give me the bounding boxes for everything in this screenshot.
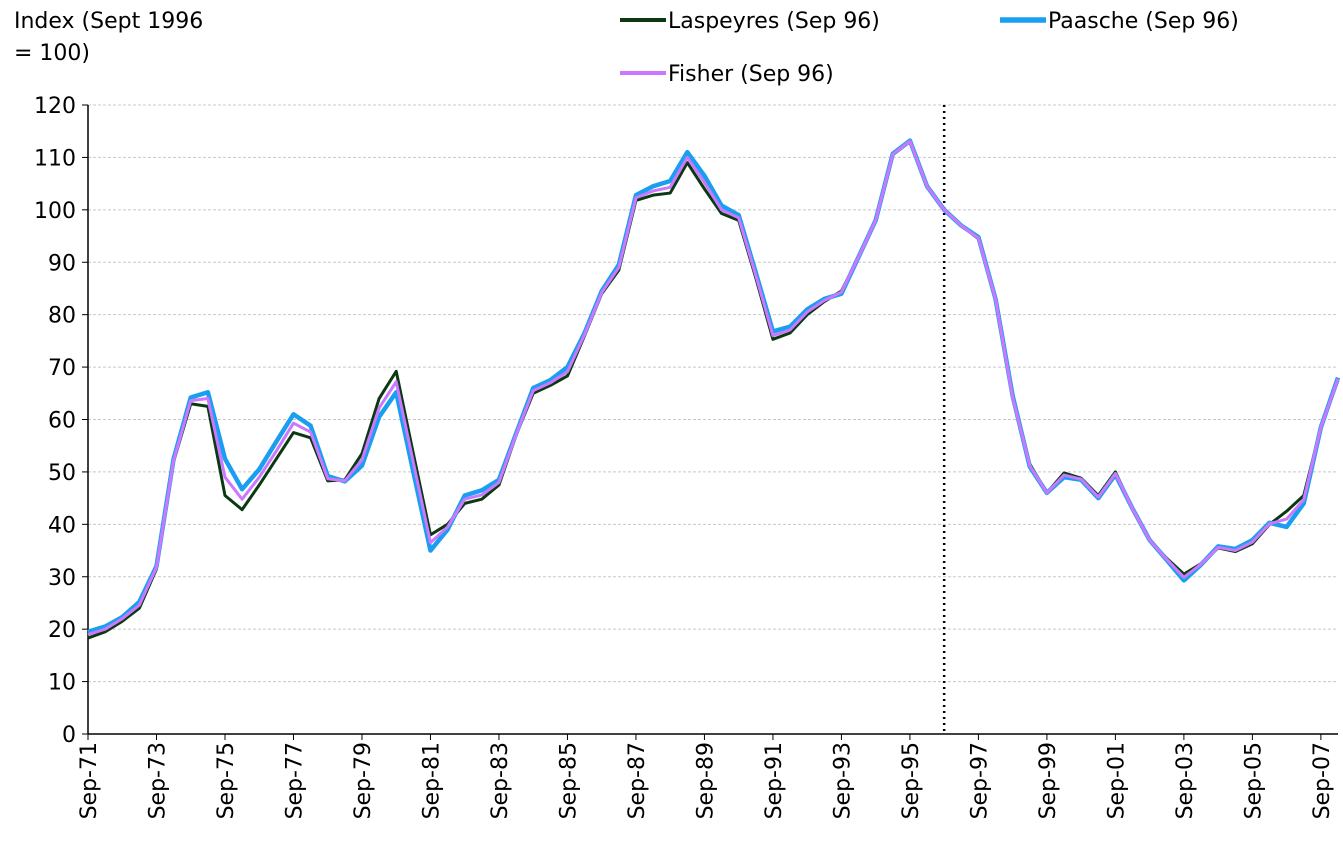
y-tick-label: 20	[48, 618, 76, 643]
x-tick-label: Sep-75	[214, 742, 239, 819]
y-tick-label: 100	[34, 199, 76, 224]
x-tick-label: Sep-89	[693, 742, 718, 819]
series-line	[87, 139, 1340, 636]
x-tick-label: Sep-03	[1173, 742, 1198, 819]
legend-label: Fisher (Sep 96)	[668, 62, 834, 87]
y-tick-label: 70	[48, 356, 76, 381]
x-tick-label: Sep-95	[899, 742, 924, 819]
x-tick-label: Sep-83	[488, 742, 513, 819]
x-tick-label: Sep-91	[762, 742, 787, 819]
x-tick-label: Sep-99	[1036, 742, 1061, 819]
x-tick-label: Sep-87	[625, 742, 650, 819]
y-tick-label: 120	[34, 94, 76, 119]
x-tick-label: Sep-73	[145, 742, 170, 819]
legend-label: Paasche (Sep 96)	[1048, 9, 1239, 34]
y-tick-label: 40	[48, 513, 76, 538]
legend-label: Laspeyres (Sep 96)	[668, 9, 880, 34]
x-tick-label: Sep-05	[1241, 742, 1266, 819]
x-tick-label: Sep-81	[419, 742, 444, 819]
x-tick-label: Sep-85	[556, 742, 581, 819]
x-tick-label: Sep-01	[1104, 742, 1129, 819]
y-tick-label: 0	[62, 723, 76, 748]
x-tick-label: Sep-07	[1310, 742, 1335, 819]
x-tick-label: Sep-97	[967, 742, 992, 819]
y-tick-label: 90	[48, 251, 76, 276]
y-tick-label: 50	[48, 461, 76, 486]
x-tick-label: Sep-77	[282, 742, 307, 819]
series-line	[87, 138, 1341, 634]
y-axis-title: Index (Sept 1996 = 100)	[14, 9, 204, 66]
y-tick-label: 60	[48, 409, 76, 434]
x-tick-label: Sep-71	[77, 742, 102, 819]
y-tick-label: 80	[48, 304, 76, 329]
y-tick-label: 10	[48, 671, 76, 696]
series-line	[87, 140, 1340, 640]
x-tick-label: Sep-79	[351, 742, 376, 819]
y-tick-label: 30	[48, 566, 76, 591]
x-tick-label: Sep-93	[830, 742, 855, 819]
y-tick-label: 110	[34, 146, 76, 171]
